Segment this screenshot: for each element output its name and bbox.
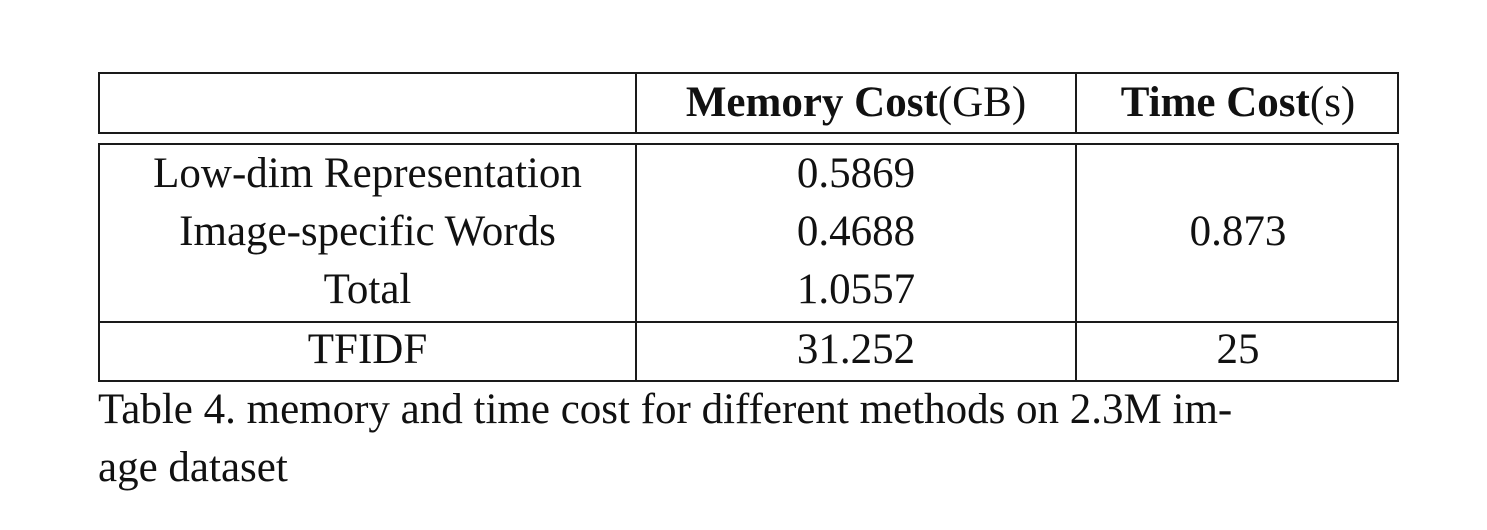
table-header-row: Memory Cost(GB) Time Cost(s) (98, 72, 1399, 134)
caption-line-1: Table 4. memory and time cost for differ… (98, 386, 1233, 433)
column-divider (635, 145, 637, 380)
table-cell-method-tfidf: TFIDF (307, 326, 428, 373)
table-body: Low-dim Representation 0.5869 Image-spec… (98, 143, 1399, 382)
table-cell-method: Image-specific Words (179, 208, 556, 255)
table-cell-memory: 0.4688 (796, 208, 916, 255)
header-time-cost-unit: (s) (1309, 79, 1356, 126)
table-caption: Table 4. memory and time cost for differ… (98, 381, 1388, 497)
header-memory-cost: Memory Cost(GB) (637, 74, 1075, 132)
column-divider (1075, 74, 1077, 132)
column-divider (635, 74, 637, 132)
header-time-cost-label: Time Cost (1120, 79, 1310, 126)
table-cell-memory: 1.0557 (796, 266, 916, 313)
table-cell-method: Low-dim Representation (153, 150, 582, 197)
table-cell-time-grouped: 0.873 (1189, 208, 1287, 255)
column-divider (1075, 145, 1077, 380)
table-cell-memory-tfidf: 31.252 (796, 326, 916, 373)
table-cell-method: Total (323, 266, 412, 313)
table-cell-memory: 0.5869 (796, 150, 916, 197)
table-cell-time-tfidf: 25 (1216, 326, 1260, 373)
caption-line-2: age dataset (98, 444, 288, 491)
header-memory-cost-unit: (GB) (937, 79, 1027, 126)
row-divider (100, 321, 1397, 323)
header-memory-cost-label: Memory Cost (685, 79, 938, 126)
header-time-cost: Time Cost(s) (1077, 74, 1399, 132)
